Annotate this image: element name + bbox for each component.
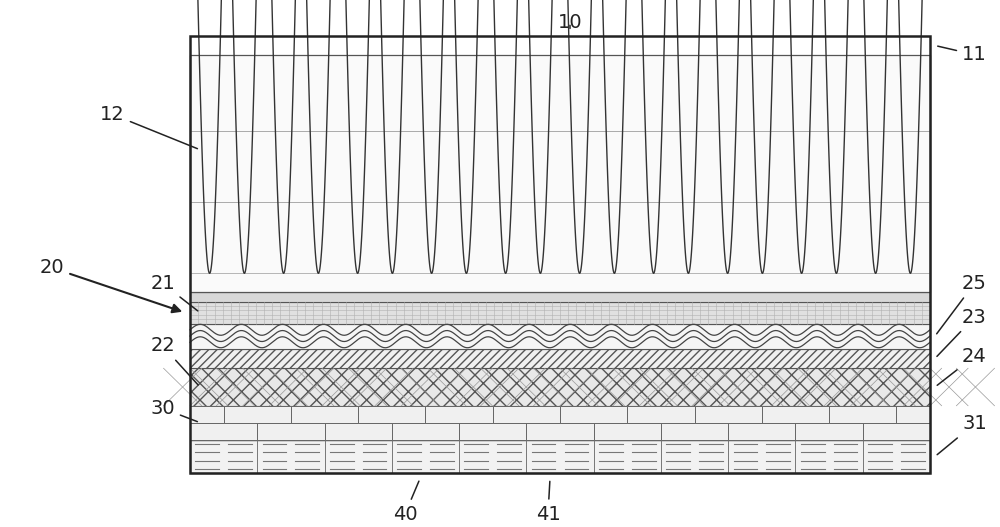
Bar — [291, 406, 358, 423]
Text: 31: 31 — [937, 414, 987, 455]
Text: 10: 10 — [558, 13, 582, 32]
Bar — [190, 348, 930, 368]
Bar — [594, 423, 661, 440]
Text: 20: 20 — [40, 258, 180, 312]
Bar — [627, 406, 695, 423]
Text: 12: 12 — [100, 105, 197, 149]
Text: 22: 22 — [150, 336, 198, 385]
Bar — [459, 423, 526, 440]
Text: 21: 21 — [150, 274, 198, 311]
Bar — [325, 423, 392, 440]
Bar — [896, 406, 930, 423]
Bar — [190, 36, 930, 473]
Bar — [257, 423, 325, 440]
Bar — [224, 406, 291, 423]
Bar — [425, 406, 493, 423]
Bar — [190, 301, 930, 324]
Bar — [829, 406, 896, 423]
Bar — [762, 406, 829, 423]
Bar — [190, 292, 930, 301]
Bar — [392, 423, 459, 440]
Bar — [190, 406, 930, 440]
Bar — [863, 423, 930, 440]
Bar — [190, 440, 930, 473]
Bar — [795, 423, 863, 440]
Text: 25: 25 — [937, 274, 987, 334]
Bar — [526, 423, 594, 440]
Bar — [695, 406, 762, 423]
Bar — [190, 55, 930, 292]
Bar — [358, 406, 425, 423]
Bar — [190, 406, 224, 423]
Bar — [560, 406, 627, 423]
Bar — [728, 423, 795, 440]
Text: 40: 40 — [393, 481, 419, 523]
Text: 23: 23 — [937, 308, 987, 356]
Bar — [493, 406, 560, 423]
Bar — [190, 368, 930, 406]
Bar — [190, 324, 930, 348]
Bar — [190, 423, 257, 440]
Text: 24: 24 — [937, 347, 987, 385]
Text: 11: 11 — [938, 45, 987, 64]
Bar — [661, 423, 728, 440]
Text: 30: 30 — [150, 399, 197, 422]
Text: 41: 41 — [536, 481, 560, 523]
